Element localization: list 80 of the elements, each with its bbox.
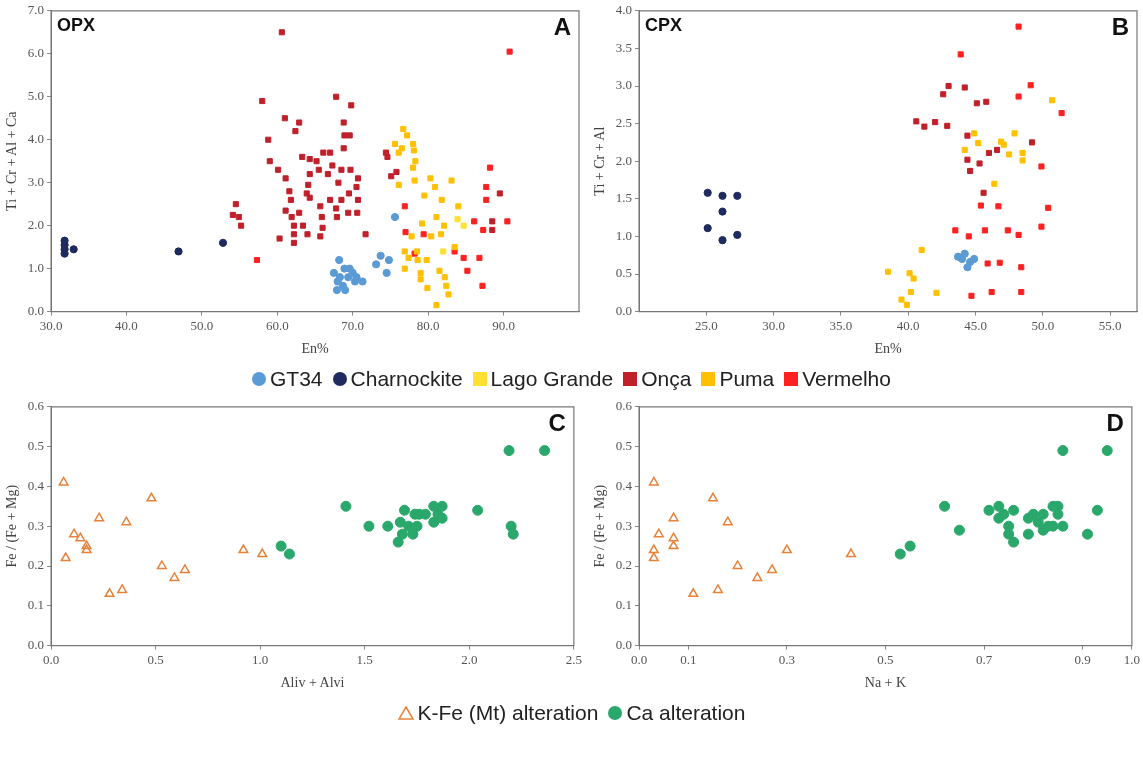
y-tick-label: 0.6 xyxy=(615,398,633,414)
y-tick-label: 0.4 xyxy=(27,477,45,493)
y-tick-label: 3.5 xyxy=(615,39,633,55)
x-tick-label: 25.0 xyxy=(694,317,718,333)
legend-label: GT34 xyxy=(270,367,323,391)
x-tick-label: 0.0 xyxy=(630,651,648,667)
y-tick-label: 4.0 xyxy=(27,131,45,147)
legend-label: Puma xyxy=(719,367,775,391)
annotation: B xyxy=(1111,13,1129,41)
x-tick-label: 35.0 xyxy=(829,317,853,333)
legend-label: Lago Grande xyxy=(490,367,614,391)
x-tick-label: 2.5 xyxy=(565,651,582,667)
y-tick-label: 0.0 xyxy=(27,303,45,319)
y-tick-label: 2.5 xyxy=(615,115,633,131)
y-tick-label: 0.0 xyxy=(27,637,45,653)
y-tick-label: 0.6 xyxy=(27,398,45,414)
y-tick-label: 4.0 xyxy=(615,2,633,18)
chart-title: OPX xyxy=(57,14,96,35)
y-tick-label: 0.5 xyxy=(615,438,633,454)
x-tick-label: 30.0 xyxy=(39,317,63,333)
y-tick-label: 2.0 xyxy=(27,217,45,233)
x-tick-label: 55.0 xyxy=(1098,317,1122,333)
y-tick-label: 0.4 xyxy=(615,477,633,493)
y-axis-title: Fe / (Fe + Mg) xyxy=(592,484,609,568)
x-tick-label: 0.0 xyxy=(42,651,60,667)
y-tick-label: 3.0 xyxy=(615,77,633,93)
x-tick-label: 30.0 xyxy=(762,317,786,333)
x-tick-label: 45.0 xyxy=(964,317,987,333)
x-tick-label: 0.1 xyxy=(680,651,697,667)
y-tick-label: 6.0 xyxy=(27,45,45,61)
y-tick-label: 0.3 xyxy=(27,517,45,533)
y-tick-label: 1.5 xyxy=(615,190,633,206)
legend-label: Onça xyxy=(641,367,692,391)
x-tick-label: 0.7 xyxy=(975,651,993,667)
x-tick-label: 0.9 xyxy=(1074,651,1091,667)
annotation: A xyxy=(553,13,571,41)
y-tick-label: 0.1 xyxy=(27,597,45,613)
y-tick-label: 0.2 xyxy=(615,557,633,573)
y-tick-label: 1.0 xyxy=(615,227,633,243)
legend-label: Vermelho xyxy=(802,367,891,391)
x-tick-label: 40.0 xyxy=(896,317,920,333)
x-tick-label: 60.0 xyxy=(265,317,289,333)
x-tick-label: 90.0 xyxy=(492,317,515,333)
legend-label: Ca alteration xyxy=(626,701,746,725)
x-axis-title: Na + K xyxy=(864,675,907,691)
y-tick-label: 0.5 xyxy=(27,438,45,454)
x-tick-label: 40.0 xyxy=(115,317,138,333)
y-axis-title: Ti + Cr + Al + Ca xyxy=(4,110,20,211)
y-tick-label: 1.0 xyxy=(27,260,45,276)
annotation: D xyxy=(1106,409,1124,437)
x-tick-label: 0.5 xyxy=(147,651,164,667)
x-tick-label: 50.0 xyxy=(1031,317,1055,333)
y-tick-label: 0.0 xyxy=(615,637,633,653)
y-tick-label: 0.2 xyxy=(27,557,45,573)
x-tick-label: 0.5 xyxy=(877,651,894,667)
x-tick-label: 1.5 xyxy=(356,651,373,667)
x-tick-label: 80.0 xyxy=(416,317,440,333)
y-tick-label: 0.5 xyxy=(615,265,633,281)
annotation: C xyxy=(548,409,566,437)
y-axis-title: Ti + Cr + Al xyxy=(592,126,608,196)
x-tick-label: 1.0 xyxy=(1123,651,1140,667)
x-tick-label: 2.0 xyxy=(461,651,478,667)
x-axis-title: En% xyxy=(301,341,329,357)
x-tick-label: 0.3 xyxy=(778,651,796,667)
x-tick-label: 50.0 xyxy=(190,317,214,333)
y-tick-label: 0.1 xyxy=(615,597,633,613)
x-tick-label: 70.0 xyxy=(341,317,365,333)
y-tick-label: 7.0 xyxy=(27,2,45,18)
x-axis-title: Aliv + Alvi xyxy=(280,675,345,691)
y-tick-label: 0.0 xyxy=(615,303,633,319)
chart-title: CPX xyxy=(645,14,683,35)
y-tick-label: 3.0 xyxy=(27,174,45,190)
y-axis-title: Fe / (Fe + Mg) xyxy=(4,484,21,568)
y-tick-label: 0.3 xyxy=(615,517,633,533)
legend-label: Charnockite xyxy=(350,367,463,391)
y-tick-label: 5.0 xyxy=(27,88,45,104)
x-tick-label: 1.0 xyxy=(252,651,269,667)
legend-label: K-Fe (Mt) alteration xyxy=(417,701,599,725)
y-tick-label: 2.0 xyxy=(615,152,633,168)
x-axis-title: En% xyxy=(874,341,902,357)
